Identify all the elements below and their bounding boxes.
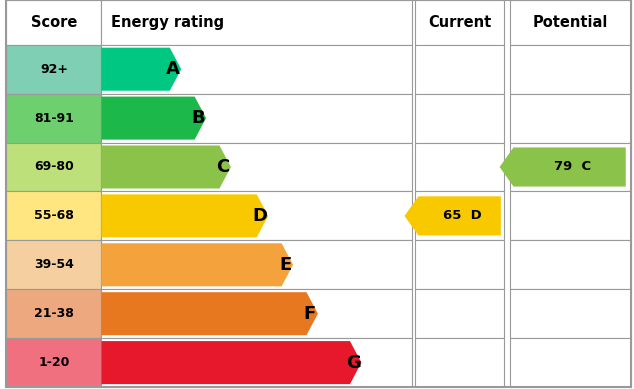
Bar [510,240,631,289]
Bar [101,191,412,240]
Text: 39-54: 39-54 [34,258,74,271]
Bar [101,338,412,387]
Bar [415,289,504,338]
Bar [6,142,101,191]
Bar [415,94,504,142]
Bar [510,142,631,191]
Text: 21-38: 21-38 [34,307,74,320]
Text: 69-80: 69-80 [34,161,74,173]
Bar [6,45,101,94]
Polygon shape [101,96,206,140]
Bar [510,94,631,142]
Text: Score: Score [30,15,77,30]
Bar [6,338,101,387]
Bar [510,191,631,240]
Polygon shape [101,194,268,237]
Text: 92+: 92+ [40,63,68,76]
Text: 55-68: 55-68 [34,209,74,223]
Text: Energy rating: Energy rating [111,15,224,30]
Text: A: A [166,60,180,78]
Bar [510,0,631,45]
Text: 65  D: 65 D [443,209,482,223]
Polygon shape [101,48,181,91]
Text: D: D [253,207,268,225]
Text: 1-20: 1-20 [38,356,70,369]
Bar [415,191,504,240]
Bar [6,94,101,142]
Bar [101,142,412,191]
Bar [415,142,504,191]
Bar [510,338,631,387]
Bar [101,45,412,94]
Bar [6,191,101,240]
Bar [101,240,412,289]
Text: C: C [216,158,230,176]
Polygon shape [404,196,501,235]
Bar [6,0,101,45]
Polygon shape [101,292,318,335]
Bar [415,45,504,94]
Text: G: G [346,354,361,371]
Bar [101,289,412,338]
Bar [101,0,412,45]
Bar [415,0,504,45]
Text: 81-91: 81-91 [34,112,74,124]
Text: Potential: Potential [533,15,608,30]
Text: E: E [279,256,291,274]
Text: 79  C: 79 C [554,161,592,173]
Polygon shape [101,145,231,189]
Bar [6,289,101,338]
Text: Current: Current [428,15,491,30]
Polygon shape [101,243,293,286]
Polygon shape [101,341,361,384]
Bar [101,94,412,142]
Bar [510,45,631,94]
Bar [510,289,631,338]
Bar [6,240,101,289]
Text: B: B [191,109,205,127]
Text: F: F [304,305,316,323]
Polygon shape [500,147,626,187]
Bar [415,338,504,387]
Bar [415,240,504,289]
